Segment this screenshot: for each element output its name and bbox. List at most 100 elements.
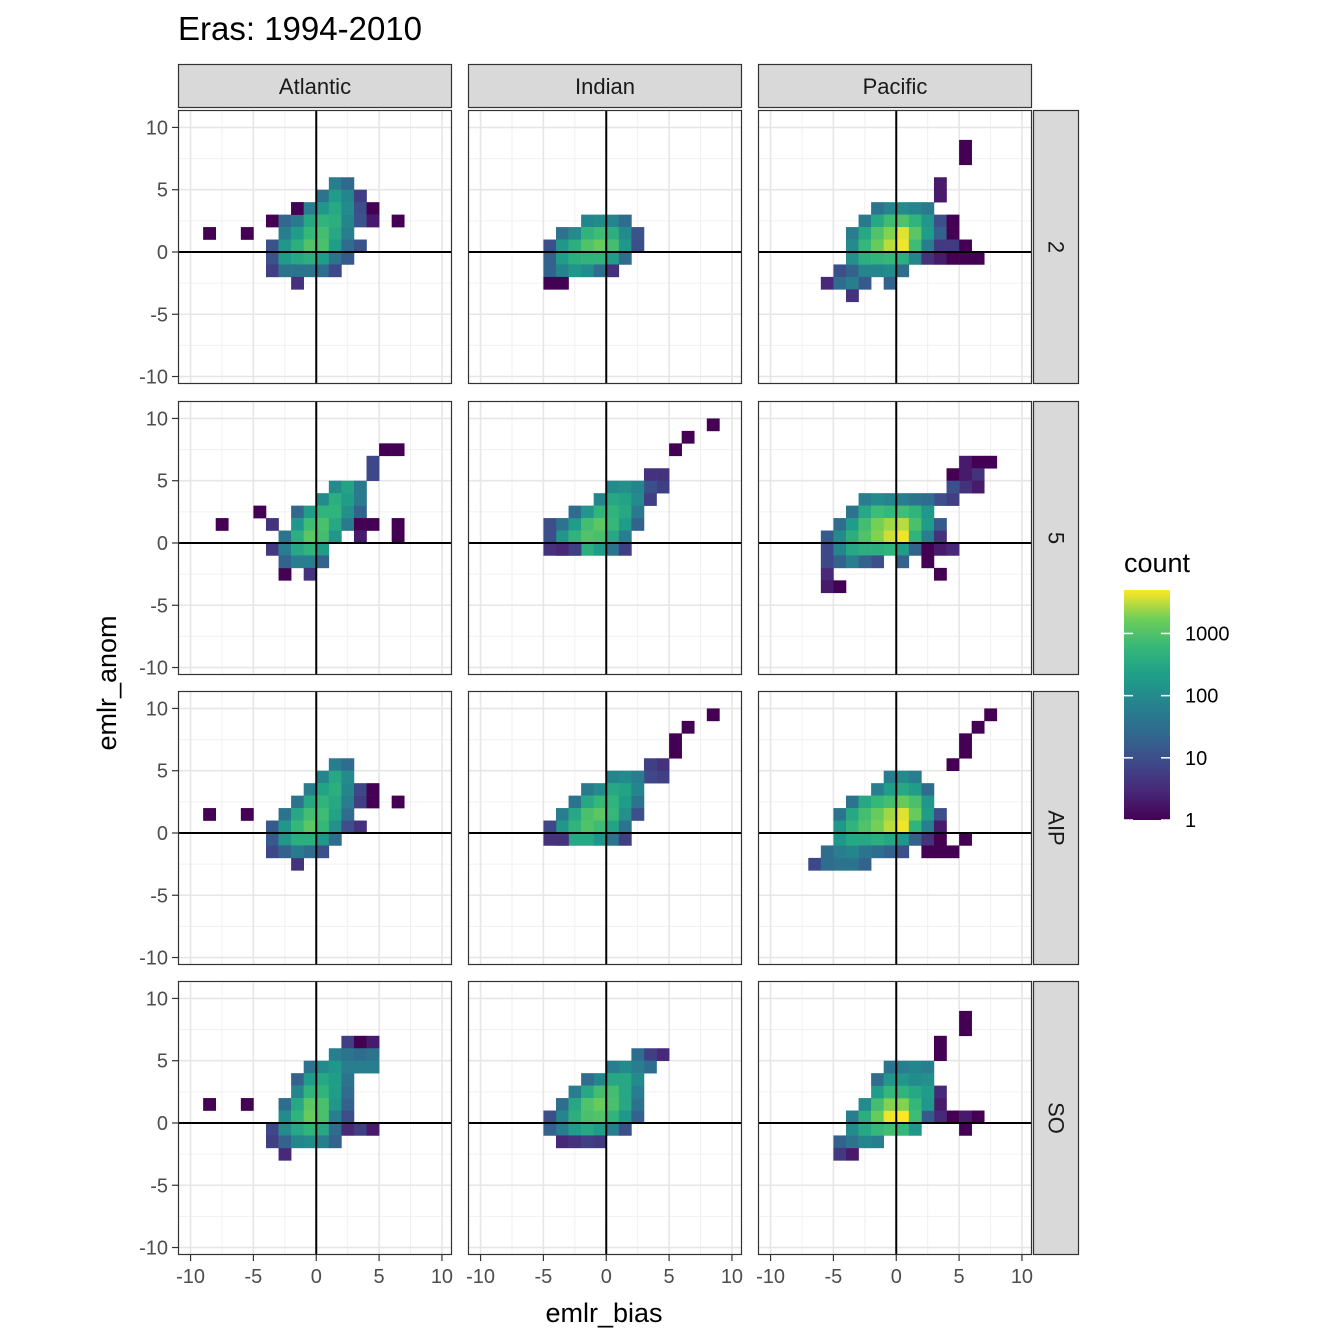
heatmap-bin: [328, 264, 342, 278]
heatmap-bin: [543, 276, 557, 290]
panel-pacific-5: [757, 400, 1033, 676]
y-tick-label: 0: [157, 1113, 168, 1135]
heatmap-bin: [240, 808, 254, 821]
heatmap-bin: [858, 530, 872, 544]
x-tick-label: -10: [176, 1266, 205, 1288]
heatmap-bin: [933, 832, 947, 846]
heatmap-bin: [328, 1060, 342, 1074]
x-tick-label: 10: [431, 1266, 453, 1288]
heatmap-bin: [871, 555, 884, 569]
panel-atlantic-aip: [177, 690, 453, 966]
heatmap-bin: [833, 542, 847, 556]
heatmap-bin: [606, 770, 620, 784]
y-tick-label: -5: [150, 595, 168, 617]
heatmap-bin: [858, 808, 872, 821]
heatmap-bin: [328, 1098, 342, 1111]
strip-column-label: Pacific: [863, 74, 928, 99]
heatmap-bin: [871, 202, 884, 215]
heatmap-bin: [921, 555, 935, 569]
heatmap-bin: [555, 542, 569, 556]
heatmap-bin: [593, 251, 607, 265]
x-tick-label: 0: [601, 1266, 612, 1288]
heatmap-bin: [291, 239, 304, 253]
heatmap-bin: [303, 845, 317, 859]
heatmap-bin: [833, 1147, 847, 1161]
heatmap-bin: [618, 251, 632, 265]
heatmap-bin: [933, 530, 947, 544]
heatmap-bin: [921, 227, 935, 240]
heatmap-bin: [984, 708, 998, 722]
heatmap-bin: [883, 1098, 897, 1111]
heatmap-bin: [845, 555, 859, 569]
heatmap-bin: [341, 808, 355, 821]
heatmap-bin: [278, 530, 292, 544]
heatmap-bin: [643, 468, 657, 482]
heatmap-bin: [933, 567, 947, 581]
heatmap-bin: [353, 239, 367, 253]
heatmap-bin: [341, 795, 355, 809]
heatmap-bin: [933, 1110, 947, 1124]
heatmap-bin: [606, 480, 620, 494]
heatmap-bin: [593, 518, 607, 531]
heatmap-bin: [858, 239, 872, 253]
panel-border: [177, 690, 453, 966]
heatmap-bin: [291, 1098, 304, 1111]
heatmap-bin: [341, 1048, 355, 1062]
heatmap-bin: [921, 795, 935, 809]
heatmap-bin: [959, 152, 972, 166]
heatmap-bin: [959, 832, 972, 846]
heatmap-bin: [606, 227, 620, 240]
y-tick-label: 0: [157, 242, 168, 264]
heatmap-bin: [858, 227, 872, 240]
heatmap-bin: [871, 845, 884, 859]
heatmap-bin: [845, 239, 859, 253]
heatmap-bin: [896, 251, 910, 265]
heatmap-bin: [606, 820, 620, 834]
heatmap-bin: [845, 845, 859, 859]
heatmap-bin: [833, 857, 847, 871]
heatmap-bin: [871, 518, 884, 531]
heatmap-bin: [555, 518, 569, 531]
heatmap-bin: [581, 1135, 594, 1149]
heatmap-bin: [240, 1098, 254, 1111]
heatmap-bin: [568, 1098, 582, 1111]
heatmap-bin: [618, 542, 632, 556]
heatmap-bin: [291, 530, 304, 544]
heatmap-bin: [316, 1122, 330, 1136]
heatmap-bin: [631, 783, 645, 796]
heatmap-bin: [946, 227, 960, 240]
heatmap-bin: [933, 1048, 947, 1062]
heatmap-bin: [278, 239, 292, 253]
heatmap-bin: [618, 227, 632, 240]
heatmap-bin: [593, 264, 607, 278]
heatmap-bin: [921, 518, 935, 531]
heatmap-bin: [845, 1110, 859, 1124]
heatmap-bin: [316, 214, 330, 228]
heatmap-bin: [581, 542, 594, 556]
heatmap-bin: [291, 845, 304, 859]
heatmap-bin: [921, 493, 935, 506]
heatmap-bin: [631, 1098, 645, 1111]
heatmap-bin: [555, 1122, 569, 1136]
heatmap-bin: [353, 1035, 367, 1049]
heatmap-bin: [366, 1048, 380, 1062]
heatmap-bin: [883, 770, 897, 784]
heatmap-bin: [341, 480, 355, 494]
panel-border: [757, 690, 1033, 966]
heatmap-bin: [631, 1048, 645, 1062]
heatmap-bin: [391, 518, 405, 531]
heatmap-bin: [316, 1135, 330, 1149]
heatmap-bin: [328, 1085, 342, 1099]
x-tick-label: 5: [374, 1266, 385, 1288]
heatmap-bin: [908, 1110, 922, 1124]
heatmap-bin: [883, 202, 897, 215]
panel-indian-2: [467, 109, 743, 385]
heatmap-bin: [669, 443, 682, 457]
heatmap-bin: [303, 567, 317, 581]
heatmap-bin: [656, 770, 670, 784]
heatmap-bin: [581, 518, 594, 531]
heatmap-bin: [328, 770, 342, 784]
heatmap-bin: [581, 1073, 594, 1086]
heatmap-bin: [316, 845, 330, 859]
heatmap-bin: [908, 832, 922, 846]
